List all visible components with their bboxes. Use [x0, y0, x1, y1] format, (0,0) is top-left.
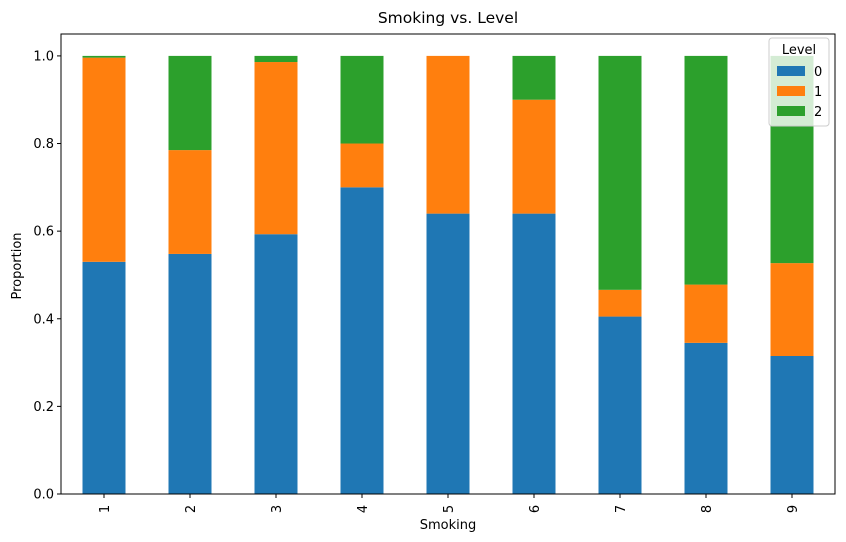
axes-layer: 0.0 0.2 0.4 0.6 0.8 1.0 1 2 3 4 5 6 7 8 9	[33, 33, 836, 513]
y-axis-label: Proportion	[10, 232, 25, 299]
legend-label-1: 1	[814, 85, 822, 100]
legend-label-2: 2	[814, 105, 822, 120]
legend-swatch-0	[777, 66, 805, 76]
bar-level-1-smoking-3	[254, 62, 298, 235]
x-tick-label: 3	[270, 505, 285, 513]
bar-level-1-smoking-2	[168, 150, 212, 254]
x-axis-label: Smoking	[420, 518, 477, 533]
bar-level-0-smoking-9	[770, 356, 814, 494]
bar-level-1-smoking-5	[426, 55, 470, 214]
bar-level-2-smoking-3	[254, 55, 298, 63]
x-tick-label: 9	[786, 505, 801, 513]
bar-level-2-smoking-6	[512, 55, 556, 100]
legend-swatch-1	[777, 86, 805, 96]
bar-level-0-smoking-2	[168, 253, 212, 494]
bar-level-0-smoking-1	[82, 261, 126, 494]
x-tick-label: 7	[614, 505, 629, 513]
bar-level-1-smoking-6	[512, 99, 556, 214]
y-tick-label: 0.2	[33, 400, 54, 415]
x-tick-label: 8	[700, 505, 715, 513]
bar-level-1-smoking-8	[684, 284, 728, 343]
legend: Level 0 1 2	[768, 37, 830, 127]
bar-level-0-smoking-4	[340, 187, 384, 494]
y-tick-label: 0.0	[33, 488, 54, 503]
bar-level-0-smoking-5	[426, 213, 470, 494]
bar-level-1-smoking-1	[82, 57, 126, 262]
y-tick-label: 1.0	[33, 49, 54, 64]
legend-title: Level	[782, 43, 816, 58]
bar-level-0-smoking-8	[684, 342, 728, 494]
y-tick-label: 0.8	[33, 137, 54, 152]
y-tick-label: 0.4	[33, 312, 54, 327]
x-tick-label: 1	[98, 505, 113, 513]
legend-box	[768, 37, 830, 127]
bar-level-0-smoking-7	[598, 316, 642, 494]
chart-title: Smoking vs. Level	[378, 9, 518, 27]
bar-level-2-smoking-8	[684, 55, 728, 285]
legend-label-0: 0	[814, 65, 822, 80]
x-tick-label: 4	[356, 505, 371, 513]
bar-level-1-smoking-9	[770, 263, 814, 356]
legend-swatch-2	[777, 106, 805, 116]
x-tick-label: 2	[184, 505, 199, 513]
bar-level-0-smoking-6	[512, 213, 556, 494]
bar-level-2-smoking-2	[168, 55, 212, 151]
plot-frame	[60, 33, 836, 495]
bar-level-1-smoking-7	[598, 289, 642, 317]
bar-level-2-smoking-4	[340, 55, 384, 144]
x-tick-label: 6	[528, 505, 543, 513]
bar-level-0-smoking-3	[254, 234, 298, 494]
x-tick-label: 5	[442, 505, 457, 513]
bar-level-2-smoking-1	[82, 55, 126, 58]
bars-layer	[82, 55, 814, 494]
bar-level-1-smoking-4	[340, 143, 384, 188]
bar-level-2-smoking-7	[598, 55, 642, 290]
y-tick-label: 0.6	[33, 225, 54, 240]
